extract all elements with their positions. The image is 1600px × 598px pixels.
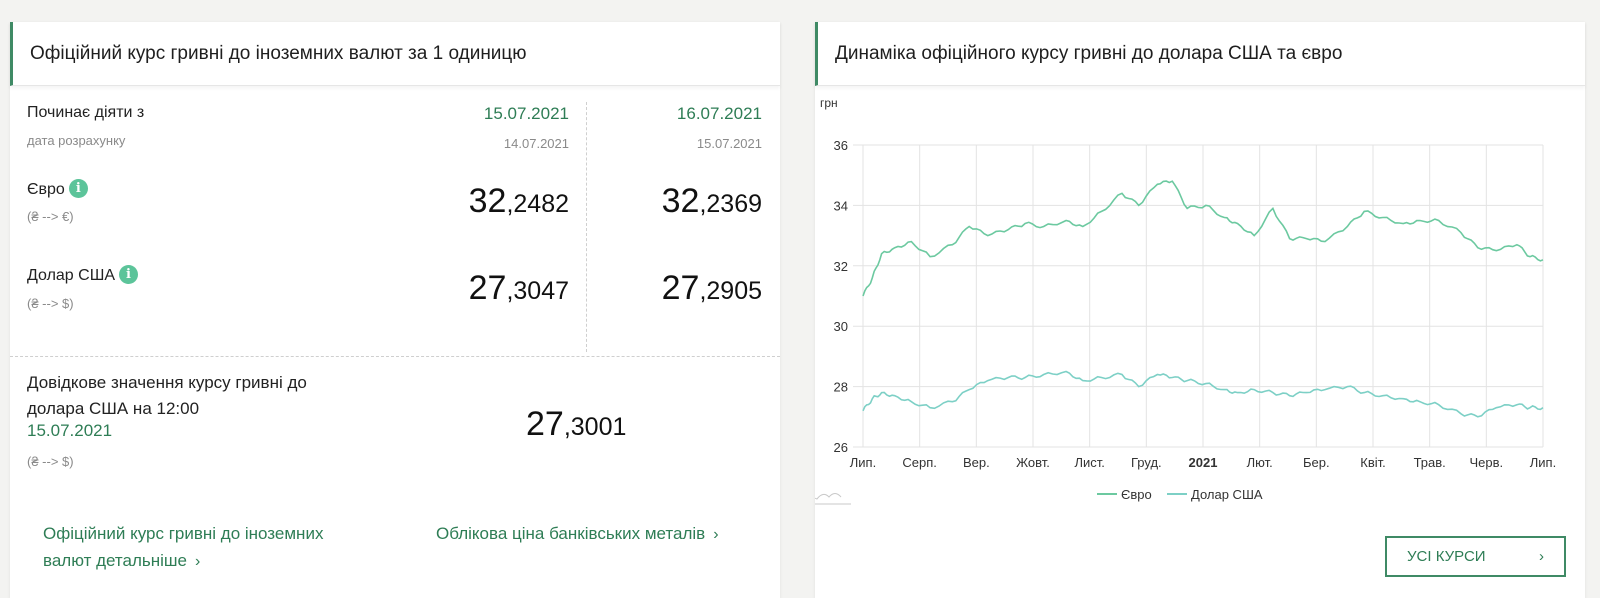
series-line-eur <box>862 180 1544 297</box>
x-tick-label: Вер. <box>963 455 990 470</box>
col2-eur-int: 32 <box>661 182 700 220</box>
chart-lines <box>862 180 1544 418</box>
legend-label: Долар США <box>1191 487 1263 502</box>
chevron-right-icon: › <box>1539 548 1544 565</box>
y-tick-label: 32 <box>834 259 848 274</box>
official-rates-card: Офіційний курс гривні до іноземних валют… <box>10 22 780 598</box>
col1-usd-rate: 27,3047 <box>469 269 569 308</box>
all-rates-button[interactable]: УСІ КУРСИ › <box>1385 536 1566 577</box>
chart-legend[interactable]: Євро Долар США <box>1097 487 1263 502</box>
eur-info-icon[interactable]: i <box>68 179 88 198</box>
dynamics-header: Динаміка офіційного курсу гривні до дола… <box>815 22 1585 86</box>
calc-date-label: дата розрахунку <box>27 133 126 148</box>
x-tick-label: 2021 <box>1189 455 1218 470</box>
eur-label: Євро <box>27 181 65 198</box>
metals-link[interactable]: Облікова ціна банківських металів › <box>436 520 719 548</box>
x-tick-label: Серп. <box>902 455 937 470</box>
col1-usd-dec: ,3047 <box>506 277 569 305</box>
col1-eur-dec: ,2482 <box>506 190 569 218</box>
x-tick-label: Трав. <box>1414 455 1446 470</box>
col1-usd-int: 27 <box>468 269 507 307</box>
section-separator <box>10 356 780 357</box>
x-tick-label: Лип. <box>1530 455 1556 470</box>
navigator-thumbnail-icon[interactable] <box>815 493 851 505</box>
chart-grid <box>853 144 1544 448</box>
col2-usd-rate: 27,2905 <box>662 269 762 308</box>
y-axis-ticks: 26 28 30 32 34 36 <box>834 138 848 455</box>
usd-info-icon[interactable]: i <box>119 265 139 284</box>
x-tick-label: Жовт. <box>1016 455 1050 470</box>
col2-usd-dec: ,2905 <box>699 277 762 305</box>
reference-rate-label: Довідкове значення курсу гривні до долар… <box>27 370 307 422</box>
column-separator <box>586 102 587 352</box>
reference-label-line2: долара США на 12:00 <box>27 399 200 418</box>
x-tick-label: Бер. <box>1303 455 1330 470</box>
col1-eur-rate: 32,2482 <box>469 182 569 221</box>
reference-direction: (₴ --> $) <box>27 454 74 469</box>
y-tick-label: 26 <box>834 440 848 455</box>
chevron-right-icon: › <box>713 526 719 543</box>
reference-int: 27 <box>526 405 564 443</box>
starts-label: Починає діяти з <box>27 104 145 121</box>
y-tick-label: 30 <box>834 319 848 334</box>
dynamics-card: Динаміка офіційного курсу гривні до дола… <box>815 22 1585 598</box>
reference-rate: 27,3001 <box>526 405 626 444</box>
x-tick-label: Квіт. <box>1360 455 1386 470</box>
details-link-line2: валют детальніше <box>43 551 187 570</box>
dynamics-title: Динаміка офіційного курсу гривні до дола… <box>835 42 1343 64</box>
col1-date: 15.07.2021 <box>483 104 569 123</box>
col2-calc-date: 15.07.2021 <box>696 136 762 151</box>
col2-eur-rate: 32,2369 <box>662 182 762 221</box>
col1-eur-int: 32 <box>468 182 507 220</box>
col2-date: 16.07.2021 <box>676 104 762 123</box>
x-axis-ticks: Лип. Серп. Вер. Жовт. Лист. Груд. 2021 Лют. Бер.… <box>850 455 1556 470</box>
col1-calc-date: 14.07.2021 <box>503 136 569 151</box>
metals-link-label: Облікова ціна банківських металів <box>436 524 706 543</box>
series-line-usd <box>862 370 1544 418</box>
eur-direction: (₴ --> €) <box>27 209 74 224</box>
reference-date: 15.07.2021 <box>27 421 113 440</box>
y-tick-label: 28 <box>834 380 848 395</box>
x-tick-label: Черв. <box>1470 455 1504 470</box>
usd-row-label: Долар США i <box>27 265 139 285</box>
reference-dec: ,3001 <box>563 413 627 441</box>
rate-dynamics-chart: грн 26 28 30 32 34 36 Лип. Серп. Вер. Жовт. Лист.… <box>815 96 1556 505</box>
details-link-line1: Офіційний курс гривні до іноземних <box>43 524 324 543</box>
usd-direction: (₴ --> $) <box>27 296 74 311</box>
chevron-right-icon: › <box>195 553 201 570</box>
usd-label: Долар США <box>27 267 116 284</box>
x-tick-label: Груд. <box>1131 455 1162 470</box>
all-rates-button-label: УСІ КУРСИ <box>1407 548 1486 565</box>
x-tick-label: Лип. <box>850 455 876 470</box>
y-tick-label: 34 <box>834 198 848 213</box>
legend-label: Євро <box>1121 487 1152 502</box>
eur-row-label: Євро i <box>27 179 88 199</box>
x-tick-label: Лист. <box>1074 455 1104 470</box>
x-tick-label: Лют. <box>1247 455 1273 470</box>
col2-eur-dec: ,2369 <box>699 190 762 218</box>
reference-label-line1: Довідкове значення курсу гривні до <box>27 373 307 392</box>
official-rates-title: Офіційний курс гривні до іноземних валют… <box>30 42 527 64</box>
col2-usd-int: 27 <box>661 269 700 307</box>
details-link[interactable]: Офіційний курс гривні до іноземних валют… <box>43 520 323 575</box>
official-rates-header: Офіційний курс гривні до іноземних валют… <box>10 22 780 86</box>
y-tick-label: 36 <box>834 138 848 153</box>
y-axis-label: грн <box>820 96 838 110</box>
